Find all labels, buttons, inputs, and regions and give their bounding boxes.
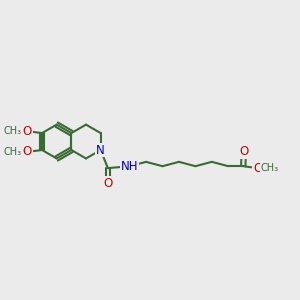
Text: CH₃: CH₃ xyxy=(4,126,22,136)
Text: CH₃: CH₃ xyxy=(4,147,22,157)
Text: N: N xyxy=(96,143,105,157)
Text: O: O xyxy=(253,162,262,175)
Text: O: O xyxy=(22,124,32,138)
Text: NH: NH xyxy=(121,160,138,173)
Text: CH₃: CH₃ xyxy=(261,163,279,173)
Text: O: O xyxy=(239,145,248,158)
Text: O: O xyxy=(103,177,112,190)
Text: O: O xyxy=(22,146,32,158)
